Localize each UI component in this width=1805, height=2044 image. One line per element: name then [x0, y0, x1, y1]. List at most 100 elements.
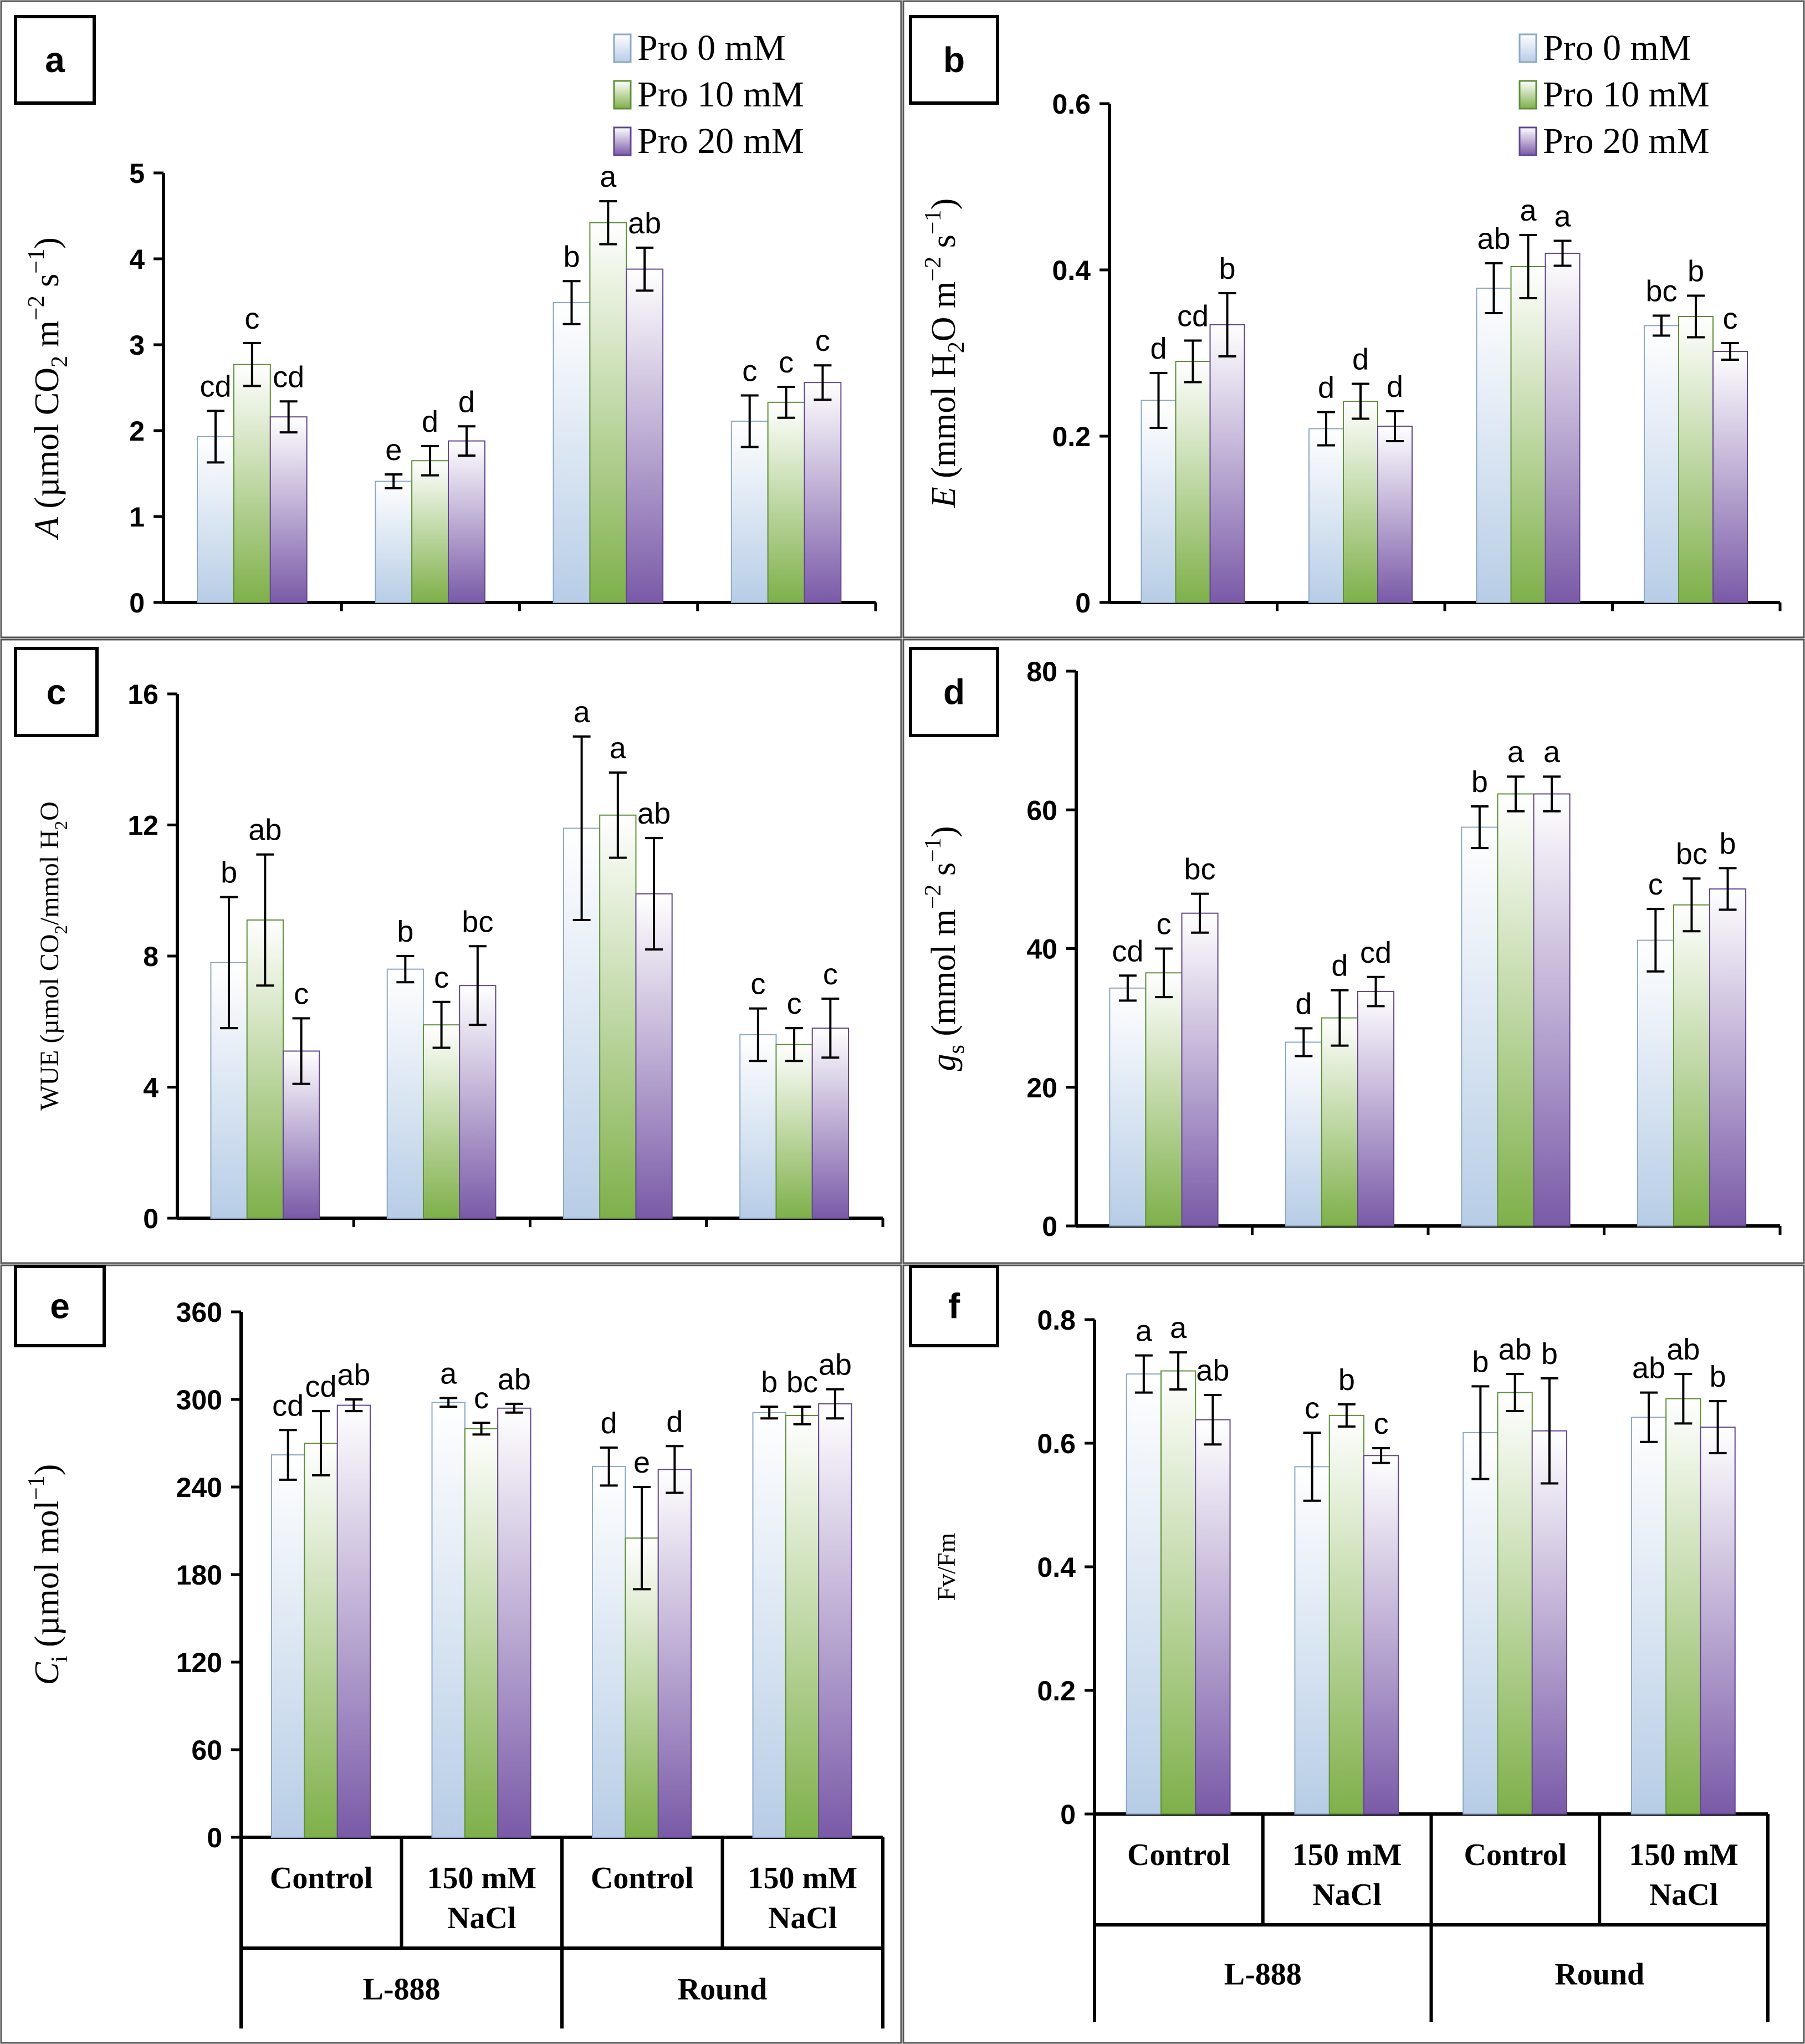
panel-frame — [0, 638, 902, 1264]
y-axis-label-part: −2 — [920, 885, 946, 909]
y-tick-label: 120 — [176, 1647, 222, 1678]
bar — [1630, 1417, 1667, 1815]
y-tick-label: 180 — [176, 1560, 222, 1591]
significance-letter: c — [750, 968, 765, 1001]
bar — [1665, 1398, 1701, 1815]
significance-letter: ab — [1477, 222, 1510, 256]
bar — [1476, 288, 1512, 603]
bar — [1463, 1432, 1499, 1815]
cultivar-label: L-888 — [1224, 1958, 1302, 1992]
panel-badge — [14, 647, 99, 737]
panel-letter: a — [45, 40, 65, 80]
bar — [336, 1404, 371, 1838]
panel-badge — [909, 1265, 999, 1347]
legend-swatch — [1518, 33, 1537, 63]
significance-letter: d — [1352, 343, 1369, 376]
y-axis-label-part: s — [943, 1045, 969, 1054]
y-axis-label-part: −1 — [23, 249, 49, 274]
significance-letter: b — [1338, 1363, 1355, 1397]
y-axis-label-part: g — [925, 1054, 963, 1071]
significance-letter: ab — [248, 814, 282, 847]
y-tick-label: 60 — [1026, 795, 1057, 826]
y-tick-label: 2 — [129, 416, 145, 447]
bar — [1321, 1017, 1359, 1227]
y-axis-label-part: (µmol mol — [28, 1500, 66, 1655]
significance-letter: a — [1554, 200, 1571, 233]
bar — [592, 1466, 626, 1838]
bar — [1357, 991, 1395, 1227]
y-tick-label: 0.2 — [1037, 1675, 1076, 1706]
y-tick-label: 0 — [129, 587, 145, 619]
panel-badge — [909, 15, 999, 105]
bar — [1175, 361, 1211, 603]
bar — [411, 460, 449, 603]
bar — [1673, 904, 1711, 1227]
treatment-label: 150 mM — [427, 1861, 536, 1895]
significance-letter: d — [601, 1407, 617, 1440]
significance-letter: d — [1331, 949, 1348, 983]
bar — [1109, 987, 1147, 1227]
bar — [1181, 912, 1219, 1227]
treatment-label: NaCl — [447, 1901, 516, 1935]
bar — [1363, 1455, 1399, 1815]
panel-badge — [14, 15, 96, 105]
y-axis-label-part: E — [925, 487, 963, 508]
bar — [1308, 428, 1344, 603]
treatment-label: NaCl — [1649, 1878, 1718, 1912]
y-axis-label: A (µmol CO2 m−2 s−1) — [23, 237, 73, 540]
legend-label: Pro 0 mM — [637, 28, 786, 68]
panel-frame — [902, 638, 1805, 1264]
y-tick-label: 0 — [1075, 587, 1091, 619]
y-axis-label-part: −1 — [23, 1475, 49, 1500]
significance-letter: a — [1543, 735, 1561, 769]
bar — [1377, 426, 1413, 603]
significance-letter: ab — [628, 207, 661, 240]
significance-letter: c — [244, 302, 259, 335]
panel-letter: b — [943, 40, 965, 80]
bar — [1545, 253, 1581, 603]
bar — [811, 1028, 849, 1219]
bar — [730, 420, 769, 603]
y-axis-label-part: 2 — [52, 821, 71, 830]
y-axis-label: gs (mmol m−2 s−1) — [920, 826, 969, 1071]
y-axis-label-part: WUE (µmol CO — [35, 934, 64, 1111]
y-axis-label-part: s — [28, 274, 66, 296]
y-axis-label-part: ) — [28, 237, 66, 249]
significance-letter: a — [440, 1357, 457, 1390]
significance-letter: d — [666, 1405, 683, 1438]
y-tick-label: 60 — [191, 1735, 222, 1766]
bar — [464, 1428, 499, 1838]
significance-letter: b — [1541, 1337, 1558, 1371]
legend-swatch — [613, 80, 632, 110]
treatment-label: NaCl — [1312, 1878, 1381, 1912]
bar — [589, 222, 627, 603]
y-tick-label: 3 — [129, 330, 145, 361]
significance-letter: a — [1170, 1311, 1187, 1345]
bar — [497, 1407, 531, 1838]
significance-letter: b — [1471, 765, 1488, 799]
bar — [431, 1402, 466, 1838]
significance-letter: b — [761, 1366, 778, 1399]
y-tick-label: 240 — [176, 1472, 222, 1503]
significance-letter: d — [422, 405, 438, 438]
bar — [386, 968, 424, 1219]
significance-letter: bc — [786, 1366, 818, 1399]
cultivar-label: Round — [1555, 1958, 1644, 1992]
significance-letter: bc — [1184, 853, 1216, 886]
panel-frame — [902, 1264, 1805, 2044]
legend-label: Pro 20 mM — [637, 121, 804, 161]
bar — [553, 302, 591, 603]
treatment-label: Control — [591, 1861, 694, 1895]
significance-letter: c — [742, 354, 757, 387]
y-axis-label: E (mmol H2O m−2 s−1) — [920, 198, 969, 509]
significance-letter: c — [787, 987, 802, 1020]
y-axis-label: Fv/Fm — [932, 1532, 960, 1601]
significance-letter: c — [1374, 1407, 1389, 1440]
panel-letter: e — [50, 1286, 70, 1326]
bar — [818, 1403, 852, 1838]
